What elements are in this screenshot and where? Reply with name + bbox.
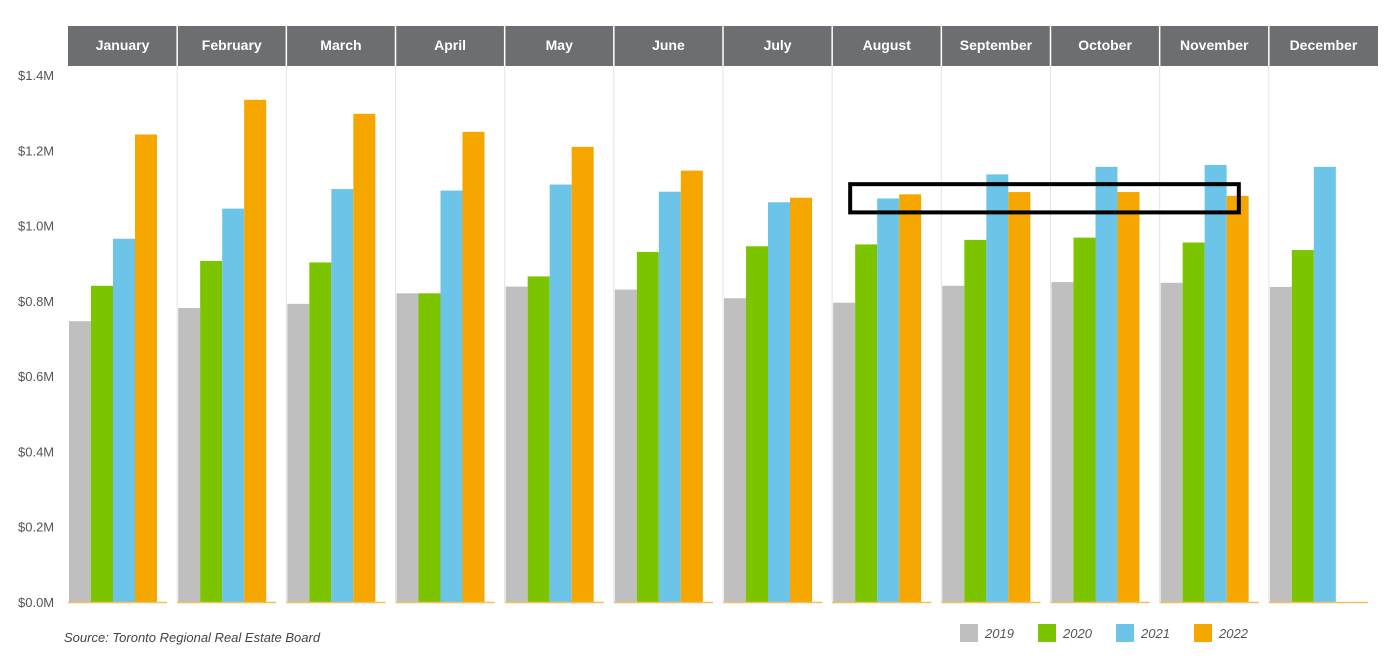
- source-note: Source: Toronto Regional Real Estate Boa…: [64, 630, 321, 645]
- bar-2019-june: [614, 289, 637, 602]
- bar-2020-march: [309, 262, 332, 602]
- month-label-december: December: [1290, 37, 1358, 53]
- legend-label-2019: 2019: [984, 626, 1014, 641]
- bar-2022-august: [899, 194, 922, 602]
- bar-2019-december: [1269, 286, 1292, 602]
- bar-2020-december: [1291, 250, 1314, 602]
- month-label-november: November: [1180, 37, 1249, 53]
- bar-2019-august: [833, 302, 856, 602]
- bar-2021-august: [877, 198, 900, 602]
- bar-2021-may: [549, 184, 572, 602]
- legend-swatch-2021: [1116, 624, 1134, 642]
- legend-swatch-2019: [960, 624, 978, 642]
- legend: 2019 2020 2021 2022: [960, 624, 1249, 642]
- y-tick-label: $0.8M: [18, 294, 54, 309]
- bar-2022-may: [571, 146, 594, 602]
- bar-2021-january: [113, 238, 135, 602]
- bar-2019-march: [287, 303, 310, 602]
- month-label-may: May: [546, 37, 573, 53]
- column-dividers: [176, 26, 1270, 602]
- y-tick-label: $0.6M: [18, 369, 54, 384]
- bar-2021-july: [768, 202, 790, 603]
- bar-2020-november: [1182, 242, 1205, 602]
- bar-2020-october: [1073, 237, 1096, 603]
- bar-2022-july: [790, 197, 812, 603]
- bar-2020-september: [964, 239, 987, 602]
- bar-2019-may: [505, 286, 528, 602]
- bar-2022-october: [1117, 192, 1140, 603]
- y-tick-label: $1.2M: [18, 143, 54, 158]
- bars: [69, 99, 1336, 603]
- legend-swatch-2020: [1038, 624, 1056, 642]
- bar-2022-february: [244, 99, 267, 602]
- bar-2020-august: [855, 244, 878, 602]
- bar-2021-february: [222, 208, 245, 602]
- month-label-august: August: [863, 37, 912, 53]
- bar-2019-october: [1051, 282, 1074, 602]
- month-label-july: July: [764, 37, 792, 53]
- month-label-october: October: [1078, 37, 1132, 53]
- bar-2020-february: [200, 260, 223, 602]
- bar-2020-may: [527, 276, 550, 602]
- bar-2022-march: [353, 113, 376, 602]
- bar-2022-november: [1226, 195, 1249, 603]
- bar-2022-september: [1008, 192, 1031, 603]
- month-label-june: June: [652, 37, 685, 53]
- bar-2019-february: [178, 308, 201, 602]
- highlight-rectangle: [848, 182, 1241, 215]
- bar-2020-january: [91, 285, 113, 602]
- bar-2021-october: [1095, 166, 1118, 602]
- month-label-february: February: [202, 37, 262, 53]
- legend-swatch-2022: [1194, 624, 1212, 642]
- bar-2022-january: [135, 134, 157, 602]
- bar-2021-june: [658, 191, 681, 602]
- legend-label-2020: 2020: [1062, 626, 1093, 641]
- highlight-box: [848, 182, 1241, 215]
- month-label-january: January: [96, 37, 150, 53]
- legend-label-2022: 2022: [1218, 626, 1249, 641]
- y-tick-label: $0.4M: [18, 444, 54, 459]
- y-axis: $0.0M $0.2M $0.4M $0.6M $0.8M $1.0M $1.2M $1.4M: [18, 68, 54, 610]
- bar-2019-april: [396, 293, 419, 602]
- bar-2020-april: [418, 293, 441, 602]
- bar-2019-july: [724, 298, 746, 602]
- bar-2020-june: [636, 251, 659, 602]
- bar-2021-november: [1204, 164, 1227, 602]
- bar-2021-april: [440, 190, 463, 602]
- bar-2019-september: [942, 285, 965, 602]
- month-label-march: March: [320, 37, 361, 53]
- month-label-april: April: [434, 37, 466, 53]
- y-tick-label: $1.4M: [18, 68, 54, 83]
- month-label-september: September: [960, 37, 1033, 53]
- y-tick-label: $0.2M: [18, 520, 54, 535]
- bar-2021-december: [1313, 166, 1336, 602]
- bar-2022-june: [680, 170, 703, 602]
- bar-2019-november: [1160, 282, 1183, 602]
- bar-2022-april: [462, 131, 485, 603]
- bar-2019-january: [69, 321, 91, 602]
- bar-2021-september: [986, 174, 1009, 602]
- bar-2021-march: [331, 189, 354, 602]
- y-tick-label: $1.0M: [18, 219, 54, 234]
- bar-2020-july: [746, 246, 768, 602]
- legend-label-2021: 2021: [1140, 626, 1170, 641]
- y-tick-label: $0.0M: [18, 595, 54, 610]
